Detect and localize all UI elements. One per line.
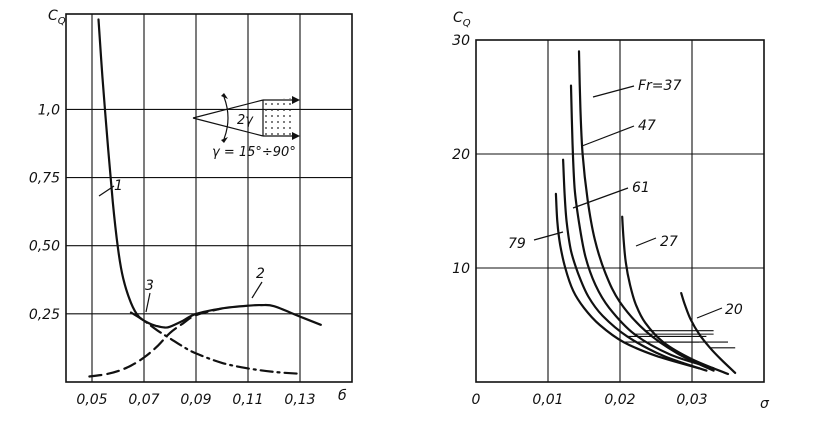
svg-text:20: 20 bbox=[725, 302, 743, 318]
right-y-axis-label: CQ bbox=[453, 10, 471, 29]
r-x-tick-label-3: 0,03 bbox=[676, 392, 707, 408]
r-y-tick-label-0: 10 bbox=[452, 261, 470, 277]
r-series-79 bbox=[554, 192, 701, 370]
left-x-tick-labels: 0,05 0,07 0,09 0,11 0,13 bbox=[76, 392, 315, 408]
right-curve-label-79: 79 bbox=[508, 231, 564, 252]
cone-angle-label: 2γ bbox=[237, 113, 254, 128]
svg-text:Fr=37: Fr=37 bbox=[638, 78, 681, 94]
left-grid bbox=[66, 14, 352, 382]
l-y-tick-label-1: 0,50 bbox=[29, 239, 60, 255]
l-series-2 bbox=[88, 307, 224, 378]
right-curve-label-fr37: Fr=37 bbox=[592, 78, 681, 98]
svg-text:1: 1 bbox=[114, 178, 123, 194]
left-series bbox=[88, 18, 322, 378]
right-curve-label-47: 47 bbox=[581, 118, 656, 147]
left-curve-label-3: 3 bbox=[145, 278, 154, 313]
cone-range-label: γ = 15°÷90° bbox=[212, 145, 296, 160]
cone-inset-diagram: 2γ γ = 15°÷90° bbox=[192, 93, 300, 160]
svg-text:79: 79 bbox=[508, 236, 526, 252]
l-x-tick-label-3: 0,11 bbox=[232, 392, 263, 408]
svg-text:3: 3 bbox=[145, 278, 154, 294]
svg-text:61: 61 bbox=[632, 180, 650, 196]
l-series-3 bbox=[129, 311, 302, 375]
r-series-47 bbox=[569, 84, 715, 370]
r-series-61 bbox=[562, 158, 708, 372]
left-y-tick-labels: 0,25 0,50 0,75 1,0 bbox=[29, 102, 60, 322]
left-chart: 0,05 0,07 0,09 0,11 0,13 0,250,500,751,0 CQ … bbox=[29, 8, 353, 408]
right-curve-label-61: 61 bbox=[572, 180, 650, 209]
left-plot-frame bbox=[65, 13, 353, 383]
r-x-tick-label-2: 0,02 bbox=[604, 392, 635, 408]
right-chart: 0 0,01 0,02 0,03 10 20 30 CQ σ Fr=37 47 61 79… bbox=[452, 10, 770, 412]
left-y-axis-label: CQ bbox=[48, 8, 66, 27]
l-x-tick-label-0: 0,05 bbox=[76, 392, 107, 408]
right-series bbox=[554, 50, 737, 376]
svg-text:47: 47 bbox=[638, 118, 656, 134]
r-x-tick-label-0: 0 bbox=[472, 392, 481, 408]
right-x-tick-labels: 0 0,01 0,02 0,03 bbox=[472, 392, 708, 408]
l-y-tick-label-3: 1,0 bbox=[38, 102, 60, 118]
r-series-fr-37 bbox=[577, 50, 715, 372]
left-x-axis-label: б bbox=[338, 388, 347, 404]
right-curve-label-27: 27 bbox=[635, 234, 678, 250]
l-series-1 bbox=[97, 18, 322, 329]
svg-text:2: 2 bbox=[256, 266, 265, 282]
r-series-27 bbox=[621, 215, 730, 376]
l-y-tick-label-2: 0,75 bbox=[29, 171, 60, 187]
left-curve-label-2: 2 bbox=[251, 266, 265, 299]
r-y-tick-label-2: 30 bbox=[452, 33, 470, 49]
right-plot-frame bbox=[475, 39, 765, 383]
r-x-tick-label-1: 0,01 bbox=[532, 392, 563, 408]
right-y-tick-labels: 10 20 30 bbox=[452, 33, 470, 277]
right-curve-label-20: 20 bbox=[696, 302, 743, 319]
right-x-axis-label: σ bbox=[760, 396, 770, 412]
l-x-tick-label-1: 0,07 bbox=[128, 392, 159, 408]
left-curve-label-1: 1 bbox=[98, 178, 123, 197]
l-x-tick-label-2: 0,09 bbox=[180, 392, 211, 408]
l-y-tick-label-0: 0,25 bbox=[29, 307, 60, 323]
svg-text:27: 27 bbox=[660, 234, 678, 250]
r-y-tick-label-1: 20 bbox=[452, 147, 470, 163]
l-x-tick-label-4: 0,13 bbox=[284, 392, 315, 408]
